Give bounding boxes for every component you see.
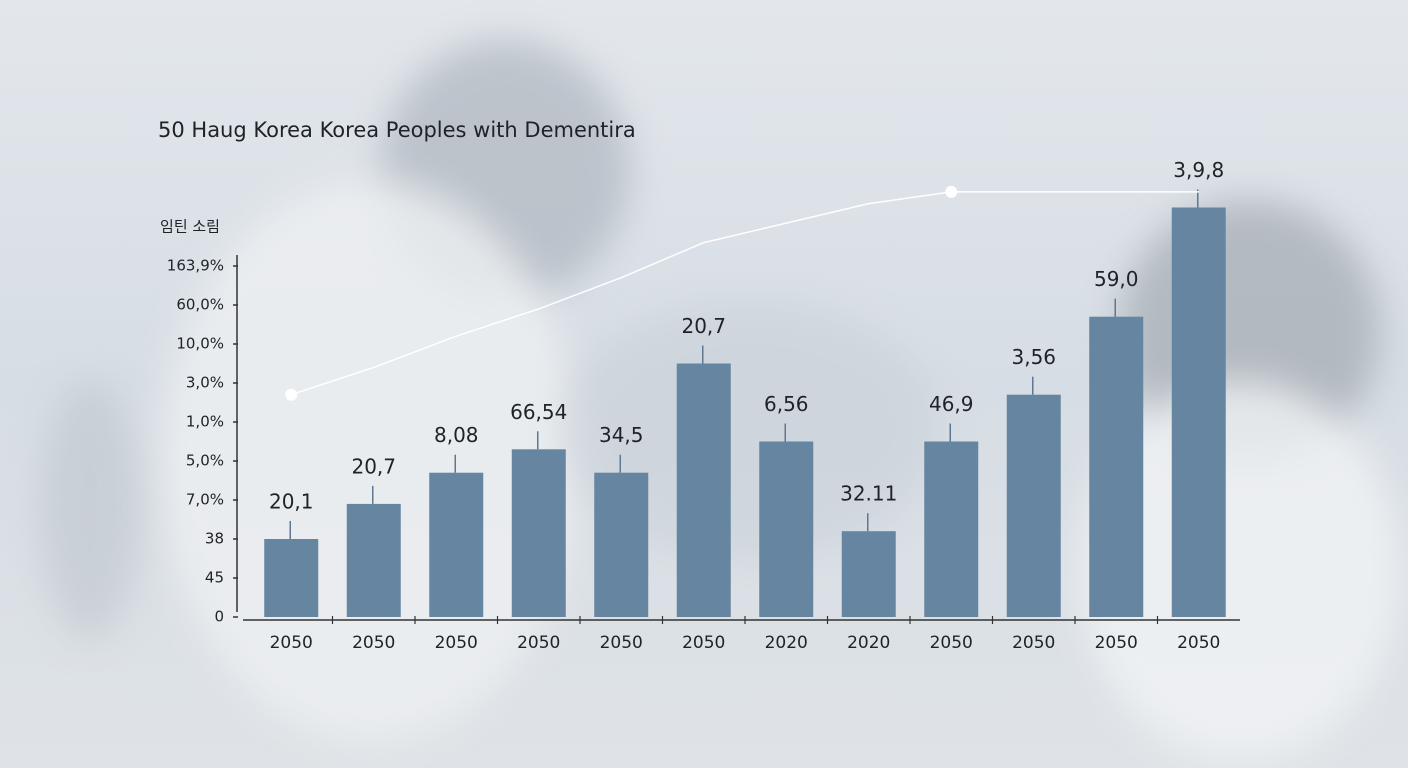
bar — [924, 441, 979, 617]
value-label: 6,56 — [764, 392, 809, 416]
bar — [264, 539, 319, 617]
y-tick-label: 38 — [205, 530, 224, 548]
value-label: 66,54 — [510, 400, 567, 424]
y-tick-label: 5,0% — [186, 452, 224, 470]
y-tick-label: 3,0% — [186, 374, 224, 392]
x-tick-label: 2050 — [1095, 633, 1138, 653]
chart-title: 50 Haug Korea Korea Peoples with Dementi… — [158, 118, 636, 142]
value-label: 32.11 — [840, 482, 897, 506]
x-tick-label: 2050 — [1177, 633, 1220, 653]
value-label: 20,7 — [681, 314, 726, 338]
bar — [429, 472, 484, 617]
bar — [1089, 316, 1144, 617]
value-label: 20,1 — [269, 490, 314, 514]
bar — [346, 503, 401, 617]
value-label: 3,9,8 — [1173, 158, 1224, 182]
x-tick-label: 2050 — [682, 633, 725, 653]
y-tick-label: 45 — [205, 569, 224, 587]
bar — [511, 449, 566, 617]
bar — [759, 441, 814, 617]
value-label: 59,0 — [1094, 267, 1139, 291]
trend-marker — [945, 185, 958, 198]
x-tick-label: 2050 — [270, 633, 313, 653]
x-tick-label: 2050 — [517, 633, 560, 653]
y-tick-label: 60,0% — [176, 296, 224, 314]
y-tick-label: 163,9% — [167, 257, 224, 275]
x-tick-label: 2050 — [352, 633, 395, 653]
trend-marker — [285, 388, 298, 401]
y-tick-label: 1,0% — [186, 413, 224, 431]
bar — [594, 472, 649, 617]
x-tick-label: 2050 — [1012, 633, 1055, 653]
bar — [1171, 207, 1226, 617]
value-label: 46,9 — [929, 392, 974, 416]
bar — [1006, 394, 1061, 617]
bar — [676, 363, 731, 617]
trend-line — [291, 191, 1199, 396]
value-label: 3,56 — [1011, 345, 1056, 369]
x-tick-label: 2020 — [765, 633, 808, 653]
x-tick-label: 2050 — [600, 633, 643, 653]
bar — [841, 531, 896, 617]
x-tick-label: 2050 — [930, 633, 973, 653]
x-tick-label: 2050 — [435, 633, 478, 653]
y-tick-label: 10,0% — [176, 335, 224, 353]
y-axis-label: 임틴 소림 — [160, 218, 220, 236]
value-label: 8,08 — [434, 423, 479, 447]
y-tick-label: 0 — [214, 608, 224, 626]
y-tick-label: 7,0% — [186, 491, 224, 509]
x-tick-label: 2020 — [847, 633, 890, 653]
value-label: 34,5 — [599, 423, 644, 447]
value-label: 20,7 — [351, 454, 396, 478]
